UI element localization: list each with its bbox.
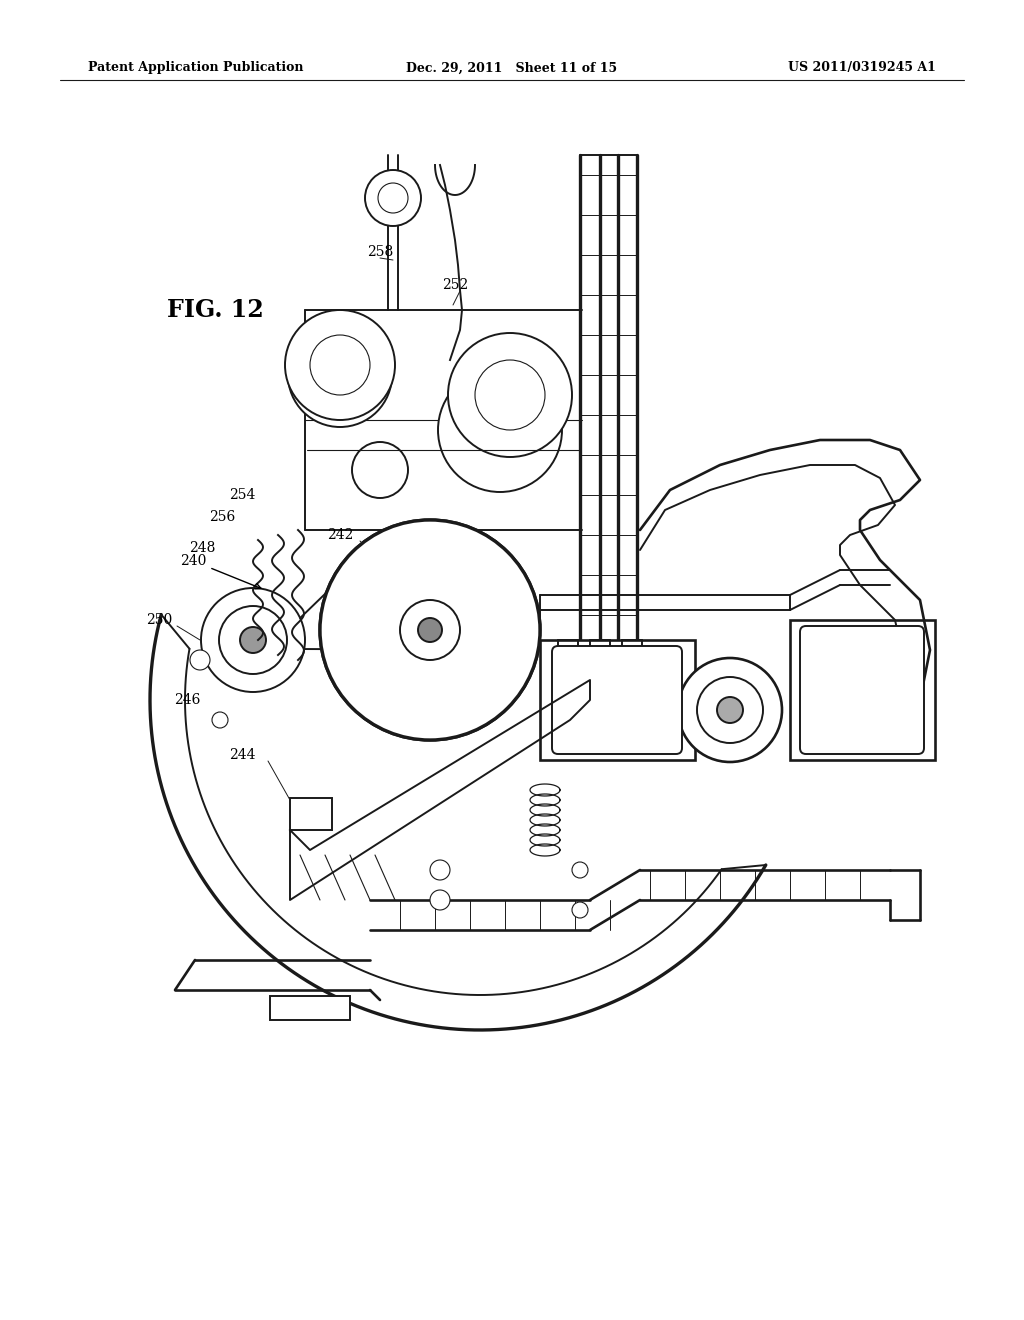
Polygon shape [460, 614, 524, 645]
Circle shape [190, 649, 210, 671]
Circle shape [400, 601, 460, 660]
Text: 254: 254 [228, 488, 255, 502]
Circle shape [201, 587, 305, 692]
Text: 242: 242 [327, 528, 353, 543]
Circle shape [844, 694, 876, 726]
Circle shape [310, 335, 370, 395]
Circle shape [319, 520, 540, 741]
Circle shape [365, 170, 421, 226]
Text: 246: 246 [174, 693, 200, 708]
Circle shape [438, 368, 562, 492]
Polygon shape [378, 548, 420, 605]
Text: US 2011/0319245 A1: US 2011/0319245 A1 [788, 62, 936, 74]
Circle shape [418, 618, 442, 642]
Circle shape [475, 360, 545, 430]
Circle shape [219, 606, 287, 675]
Polygon shape [424, 660, 458, 722]
Polygon shape [341, 590, 402, 627]
Circle shape [418, 618, 442, 642]
Polygon shape [451, 645, 504, 694]
FancyBboxPatch shape [552, 645, 682, 754]
Circle shape [319, 520, 540, 741]
Text: Patent Application Publication: Patent Application Publication [88, 62, 303, 74]
Circle shape [378, 183, 408, 213]
Circle shape [697, 677, 763, 743]
Text: 258: 258 [367, 246, 393, 259]
Polygon shape [378, 655, 420, 713]
Circle shape [288, 323, 392, 426]
Polygon shape [341, 632, 402, 669]
Text: 252: 252 [442, 279, 468, 292]
Text: FIG. 12: FIG. 12 [167, 298, 263, 322]
Circle shape [240, 627, 266, 653]
Text: 250: 250 [145, 612, 172, 627]
Polygon shape [424, 537, 458, 601]
Text: 244: 244 [229, 748, 256, 762]
Text: 240: 240 [180, 554, 261, 589]
Text: Dec. 29, 2011   Sheet 11 of 15: Dec. 29, 2011 Sheet 11 of 15 [407, 62, 617, 74]
Circle shape [830, 680, 890, 741]
Circle shape [717, 697, 743, 723]
Circle shape [430, 890, 450, 909]
Text: 248: 248 [188, 541, 215, 554]
Circle shape [678, 657, 782, 762]
Circle shape [400, 601, 460, 660]
Bar [290, 799, 332, 830]
Bar [270, 997, 350, 1020]
Circle shape [572, 862, 588, 878]
Circle shape [449, 333, 572, 457]
FancyBboxPatch shape [800, 626, 924, 754]
Bar [790, 620, 935, 760]
Circle shape [572, 902, 588, 917]
Circle shape [212, 711, 228, 729]
Text: 256: 256 [209, 510, 234, 524]
Circle shape [430, 861, 450, 880]
Polygon shape [451, 566, 504, 614]
Bar [540, 640, 695, 760]
Circle shape [285, 310, 395, 420]
Circle shape [352, 442, 408, 498]
